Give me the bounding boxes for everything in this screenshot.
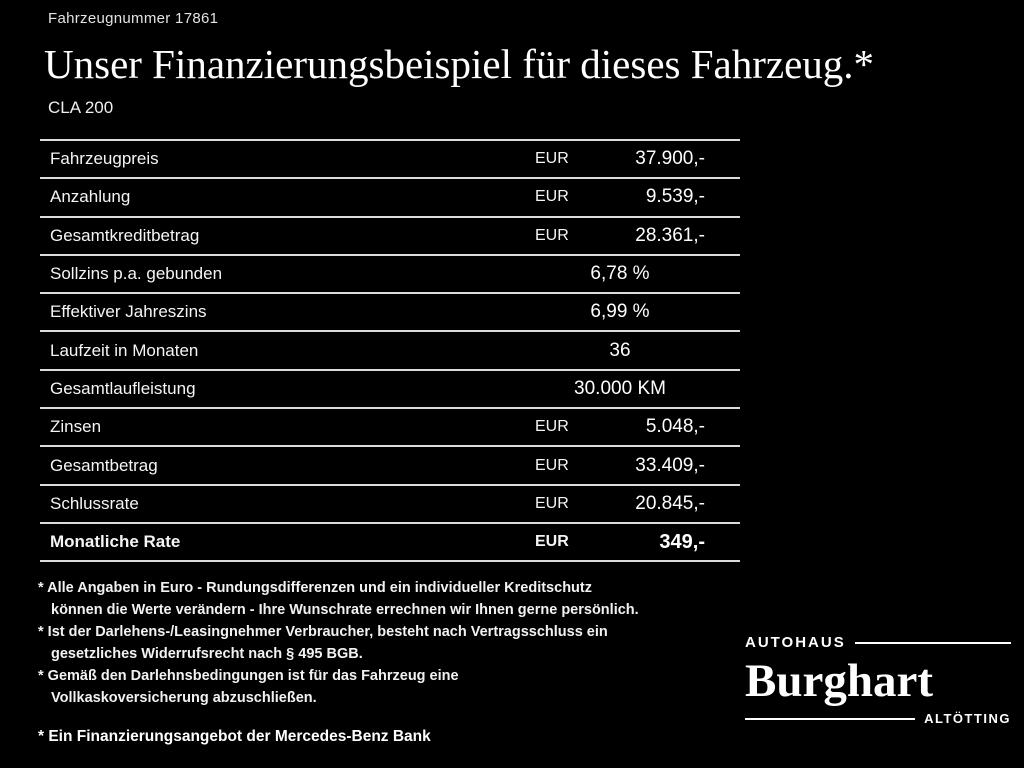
row-label: Anzahlung xyxy=(50,187,131,207)
row-currency: EUR xyxy=(535,226,569,244)
row-currency: EUR xyxy=(535,456,569,474)
table-row-schlussrate: Schlussrate EUR 20.845,- xyxy=(40,486,740,524)
row-value: 9.539,- xyxy=(645,186,705,208)
dealer-logo-bottom-rule xyxy=(745,717,916,720)
row-label: Gesamtlaufleistung xyxy=(50,378,196,398)
table-row-laufzeit: Laufzeit in Monaten 36 xyxy=(40,332,740,371)
dealer-logo: AUTOHAUS Burghart ALTÖTTING xyxy=(745,634,1011,726)
row-value: 349,- xyxy=(659,530,705,553)
footnote-line: * Ist der Darlehens-/Leasingnehmer Verbr… xyxy=(38,624,608,640)
footnote-1: * Alle Angaben in Euro - Rundungsdiffere… xyxy=(38,577,753,621)
table-row-sollzins: Sollzins p.a. gebunden 6,78 % xyxy=(40,256,740,295)
row-value: 6,78 % xyxy=(590,263,650,285)
row-value: 33.409,- xyxy=(635,454,705,476)
row-currency: EUR xyxy=(535,533,569,551)
dealer-logo-city-text: ALTÖTTING xyxy=(924,711,1011,726)
row-value: 36 xyxy=(609,339,631,361)
row-label: Monatliche Rate xyxy=(50,532,181,552)
table-row-gesamtlaufleistung: Gesamtlaufleistung 30.000 KM xyxy=(40,371,740,410)
table-row-gesamtkreditbetrag: Gesamtkreditbetrag EUR 28.361,- xyxy=(40,218,740,256)
footnote-3: * Gemäß den Darlehnsbedingungen ist für … xyxy=(38,665,753,709)
row-value: 30.000 KM xyxy=(574,377,666,399)
vehicle-model: CLA 200 xyxy=(48,98,114,117)
row-label: Fahrzeugpreis xyxy=(50,149,159,169)
table-row-monatliche-rate: Monatliche Rate EUR 349,- xyxy=(40,524,740,563)
dealer-logo-top-rule xyxy=(854,641,1011,644)
row-value: 5.048,- xyxy=(645,416,705,438)
row-value: 20.845,- xyxy=(635,492,705,514)
footnotes: * Alle Angaben in Euro - Rundungsdiffere… xyxy=(38,577,753,709)
table-row-gesamtbetrag: Gesamtbetrag EUR 33.409,- xyxy=(40,447,740,486)
footnote-line: Vollkaskoversicherung abzuschließen. xyxy=(51,690,317,706)
dealer-logo-top-row: AUTOHAUS xyxy=(745,634,1011,651)
table-row-fahrzeugpreis: Fahrzeugpreis EUR 37.900,- xyxy=(40,141,740,180)
row-currency: EUR xyxy=(535,188,569,206)
row-currency: EUR xyxy=(535,418,569,436)
row-label: Effektiver Jahreszins xyxy=(50,302,207,322)
footnote-line: können die Werte verändern - Ihre Wunsch… xyxy=(51,602,639,618)
footnote-line: * Alle Angaben in Euro - Rundungsdiffere… xyxy=(38,580,592,596)
row-currency: EUR xyxy=(535,150,569,168)
row-label: Sollzins p.a. gebunden xyxy=(50,264,223,284)
table-row-anzahlung: Anzahlung EUR 9.539,- xyxy=(40,179,740,218)
dealer-logo-name: Burghart xyxy=(745,655,933,707)
row-currency: EUR xyxy=(535,494,569,512)
row-value: 28.361,- xyxy=(635,224,705,246)
vehicle-number: Fahrzeugnummer 17861 xyxy=(48,10,219,27)
table-row-effektiver-jahreszins: Effektiver Jahreszins 6,99 % xyxy=(40,294,740,333)
row-label: Schlussrate xyxy=(50,493,139,513)
row-label: Laufzeit in Monaten xyxy=(50,340,199,360)
footnote-2: * Ist der Darlehens-/Leasingnehmer Verbr… xyxy=(38,621,753,665)
row-label: Gesamtbetrag xyxy=(50,455,158,475)
row-value: 37.900,- xyxy=(635,148,705,170)
footnote-line: gesetzliches Widerrufsrecht nach § 495 B… xyxy=(51,646,363,662)
row-label: Zinsen xyxy=(50,417,102,437)
dealer-logo-bottom-row: ALTÖTTING xyxy=(745,711,1011,726)
finance-table: Fahrzeugpreis EUR 37.900,- Anzahlung EUR… xyxy=(40,139,740,563)
footnote-line: * Gemäß den Darlehnsbedingungen ist für … xyxy=(38,668,459,684)
page-title: Unser Finanzierungsbeispiel für dieses F… xyxy=(44,41,875,87)
table-row-zinsen: Zinsen EUR 5.048,- xyxy=(40,409,740,448)
financing-offer-text: * Ein Finanzierungsangebot der Mercedes-… xyxy=(38,728,431,745)
dealer-logo-autohaus-text: AUTOHAUS xyxy=(745,634,846,651)
row-value: 6,99 % xyxy=(590,301,650,323)
row-label: Gesamtkreditbetrag xyxy=(50,225,200,245)
